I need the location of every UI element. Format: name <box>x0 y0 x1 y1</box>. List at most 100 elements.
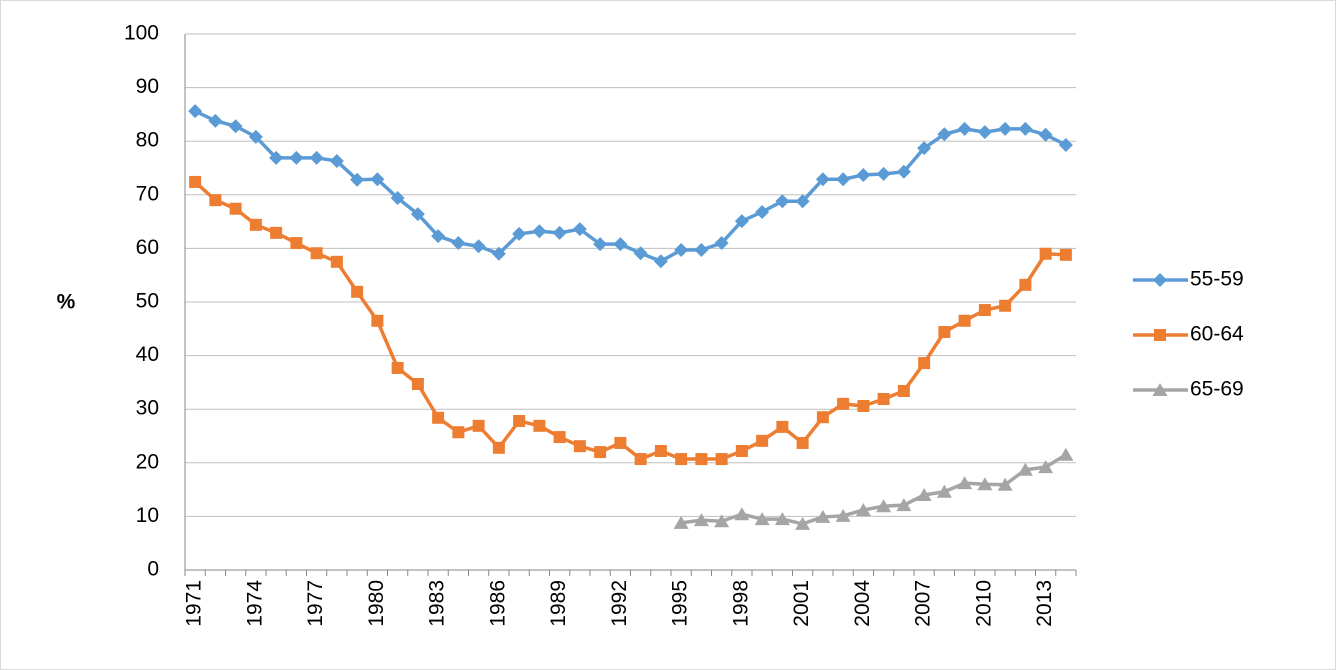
data-point <box>734 214 749 229</box>
data-point <box>432 411 445 424</box>
x-tick-label: 1989 <box>547 580 570 627</box>
y-tick-label: 40 <box>136 343 159 366</box>
x-tick-label: 2004 <box>851 580 874 627</box>
data-point <box>653 254 668 269</box>
data-point <box>937 127 952 142</box>
data-point <box>836 172 851 187</box>
data-point <box>533 419 546 432</box>
data-point <box>188 104 203 119</box>
data-point <box>957 121 972 136</box>
data-point <box>209 194 222 207</box>
data-point <box>755 204 770 219</box>
data-point <box>512 226 527 241</box>
data-point <box>998 121 1013 136</box>
legend-label: 65-69 <box>1190 378 1244 401</box>
y-tick-label: 30 <box>136 397 159 420</box>
data-point <box>371 314 384 327</box>
data-point <box>290 237 303 250</box>
data-point <box>1017 462 1033 476</box>
data-point <box>938 326 951 339</box>
data-point <box>977 125 992 140</box>
data-point <box>816 411 829 424</box>
data-point <box>572 222 587 237</box>
data-point <box>775 194 790 209</box>
y-axis-title: % <box>57 291 76 314</box>
data-point <box>675 453 688 466</box>
data-point <box>897 384 910 397</box>
legend-label: 60-64 <box>1190 323 1244 346</box>
x-tick-label: 1998 <box>729 580 752 627</box>
data-point <box>674 243 689 258</box>
data-point <box>876 166 891 181</box>
data-point <box>249 218 262 231</box>
data-point <box>552 225 567 240</box>
data-point <box>633 246 648 261</box>
data-point <box>248 129 263 144</box>
data-point <box>917 141 932 156</box>
data-point <box>330 255 343 268</box>
data-point <box>958 314 971 327</box>
data-point <box>229 202 242 215</box>
data-point <box>573 440 586 453</box>
x-tick-label: 1986 <box>486 580 509 627</box>
data-point <box>795 194 810 209</box>
data-point <box>795 516 811 530</box>
legend-marker <box>1154 329 1166 341</box>
data-point <box>594 446 607 459</box>
data-point <box>634 453 647 466</box>
data-point <box>877 393 890 406</box>
data-point <box>856 167 871 182</box>
x-tick-label: 1980 <box>365 580 388 627</box>
data-point <box>896 498 912 512</box>
x-tick-label: 1983 <box>426 580 449 627</box>
data-point <box>492 441 505 454</box>
data-point <box>309 150 324 165</box>
data-point <box>310 247 323 260</box>
x-tick-label: 2007 <box>912 580 935 627</box>
data-point <box>1058 137 1073 152</box>
data-point <box>1059 248 1072 261</box>
data-point <box>1038 127 1053 142</box>
data-point <box>977 477 993 491</box>
y-tick-label: 100 <box>124 22 159 45</box>
data-point <box>796 436 809 449</box>
data-point <box>270 226 283 239</box>
data-point <box>351 285 364 298</box>
data-point <box>532 224 547 239</box>
data-point <box>452 426 465 439</box>
data-point <box>815 172 830 187</box>
data-point <box>714 236 729 251</box>
data-point <box>754 512 770 526</box>
data-point <box>208 113 223 128</box>
data-point <box>1039 247 1052 260</box>
data-point <box>957 476 973 490</box>
x-tick-label: 1992 <box>608 580 631 627</box>
data-point <box>228 119 243 134</box>
y-tick-label: 0 <box>147 558 159 581</box>
data-point <box>613 237 628 252</box>
data-point <box>997 477 1013 491</box>
data-point <box>735 445 748 458</box>
data-point <box>916 487 932 501</box>
legend-marker <box>1152 383 1168 396</box>
data-point <box>289 150 304 165</box>
data-point <box>673 515 689 529</box>
data-point <box>471 239 486 254</box>
data-point <box>857 399 870 412</box>
data-point <box>693 513 709 527</box>
data-point <box>431 229 446 244</box>
x-tick-label: 2013 <box>1033 580 1056 627</box>
data-point <box>714 514 730 528</box>
data-point <box>411 378 424 391</box>
data-point <box>370 172 385 187</box>
data-point <box>756 434 769 447</box>
data-point <box>835 508 851 522</box>
data-point <box>614 436 627 449</box>
data-point <box>715 453 728 466</box>
data-point <box>1038 460 1054 474</box>
data-point <box>513 414 526 427</box>
y-tick-label: 20 <box>136 450 159 473</box>
data-point <box>978 304 991 317</box>
data-point <box>189 175 202 188</box>
